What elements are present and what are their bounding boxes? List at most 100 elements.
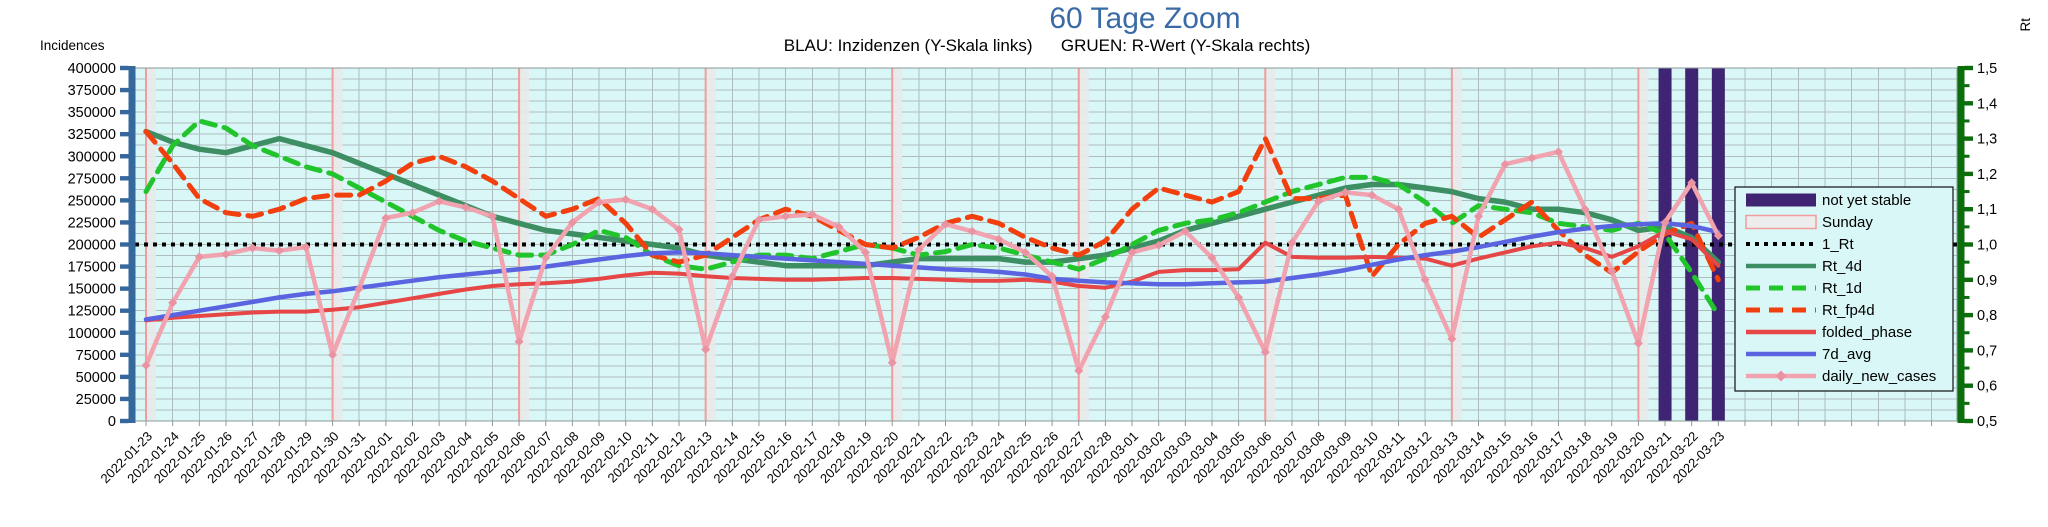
left-tick [120,109,129,115]
diamond-marker [914,245,924,255]
left-tick-label: 250000 [68,193,116,209]
right-tick-label: 1,2 [1977,167,1997,183]
right-axis-labels: 1,5 1,4 1,3 1,2 1,1 1,0 0,9 0,8 0,7 0,6 0,5 [1977,61,1997,430]
left-tick-label: 300000 [68,149,116,165]
diamond-marker [1020,247,1030,257]
sunday-band [1452,68,1462,421]
left-tick [120,418,129,424]
legend-label: 1_Rt [1822,236,1855,253]
diamond-marker [1367,190,1377,200]
legend-label: 7d_avg [1822,346,1871,363]
legend-item-sunday: Sunday [1745,214,1873,231]
right-tick-label: 0,8 [1977,308,1997,324]
not-yet-stable-band [1711,68,1725,421]
diamond-marker [781,211,791,221]
diamond-marker [1100,312,1110,322]
legend-label: Sunday [1822,214,1873,231]
left-tick [120,264,129,269]
diamond-marker [701,345,711,355]
left-tick [120,87,129,93]
left-tick-label: 400000 [68,61,116,77]
right-minor-tick [1964,190,1970,194]
right-tick-label: 1,4 [1977,96,1997,112]
line-7d_avg [143,221,1721,322]
legend-item-rt-4d: Rt_4d [1746,258,1862,275]
diamond-marker [1394,204,1404,214]
left-axis [120,65,136,424]
diamond-marker [1500,159,1510,169]
diamond-marker [1553,147,1563,157]
right-tick-label: 0,6 [1977,379,1997,395]
left-tick-label: 200000 [68,238,116,254]
sunday-band [893,68,903,421]
right-minor-tick [1964,119,1970,123]
line-Rt_4d [143,128,1722,269]
diamond-marker [727,271,737,281]
right-tick-label: 0,7 [1977,343,1997,359]
series-Rt_fp4d [143,129,1721,283]
right-tick-label: 1,3 [1977,132,1997,148]
diamond-marker [1474,211,1483,221]
diamond-marker [301,242,311,252]
diamond-marker [674,224,684,234]
diamond-marker [967,226,977,236]
left-tick-label: 225000 [68,215,116,231]
right-tick-label: 0,9 [1977,273,1997,289]
diamond-marker [834,222,844,232]
diamond-marker [887,358,897,368]
right-minor-tick [1964,154,1970,158]
series-7d_avg [143,221,1721,322]
diamond-marker [1660,217,1670,227]
right-tick [1964,207,1973,212]
left-tick-label: 325000 [68,127,116,143]
left-tick-label: 375000 [68,83,116,99]
diamond-marker [1527,153,1537,163]
diamond-marker [1420,275,1430,285]
legend-item-rt-fp4d: Rt_fp4d [1746,302,1875,319]
diamond-marker [1287,238,1297,248]
diamond-marker [1447,334,1457,344]
series-folded_phase [144,229,1721,323]
left-tick [120,176,129,181]
not-yet-stable-band [1685,68,1699,421]
diamond-marker [194,252,204,262]
diamond-marker [141,360,151,370]
left-tick [120,396,129,402]
diamond-marker [168,298,178,308]
left-tick-label: 350000 [68,105,116,121]
left-tick [120,65,129,71]
left-tick [120,154,129,159]
diamond-marker [1260,347,1270,357]
line-daily_new_cases [143,149,1721,373]
legend-item-daily-new-cases: daily_new_cases [1746,368,1936,385]
diamond-marker [274,246,284,256]
series-daily_new_cases [141,147,1723,376]
diamond-marker [381,213,391,223]
right-tick-label: 1,1 [1977,202,1997,218]
diamond-marker [514,337,524,347]
left-tick-label: 175000 [68,260,116,276]
diamond-marker [1633,338,1643,348]
right-tick-label: 0,5 [1977,414,1997,430]
right-minor-tick [1964,84,1970,88]
left-tick [120,286,129,291]
diamond-marker [1207,253,1217,263]
right-tick [1964,418,1973,424]
line-Rt_fp4d [143,129,1721,283]
left-axis-title: Incidences [40,38,105,53]
right-tick-label: 1,0 [1977,238,1997,254]
right-tick [1964,348,1973,353]
diamond-marker [1607,266,1617,276]
chart-subtitle: BLAU: Inzidenzen (Y-Skala links) GRUEN: … [783,36,1311,55]
left-tick [120,352,129,358]
diamond-marker [434,196,444,206]
diamond-marker [1074,366,1084,376]
legend-label: not yet stable [1822,192,1911,209]
left-tick-label: 75000 [76,348,116,364]
diamond-marker [807,209,817,219]
left-tick [120,220,129,225]
legend-swatch [1745,214,1817,230]
diamond-marker [1687,178,1697,188]
legend-item-7d-avg: 7d_avg [1746,346,1871,363]
